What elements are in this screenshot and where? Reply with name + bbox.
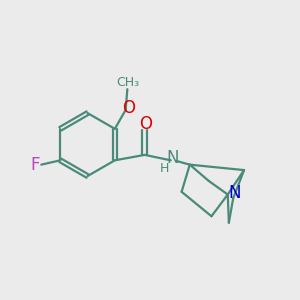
Text: N: N — [166, 148, 178, 166]
Text: CH₃: CH₃ — [116, 76, 140, 89]
Text: H: H — [160, 162, 169, 175]
Text: O: O — [139, 115, 152, 133]
Text: O: O — [122, 99, 136, 117]
Text: F: F — [30, 156, 40, 174]
Text: N: N — [229, 184, 241, 202]
